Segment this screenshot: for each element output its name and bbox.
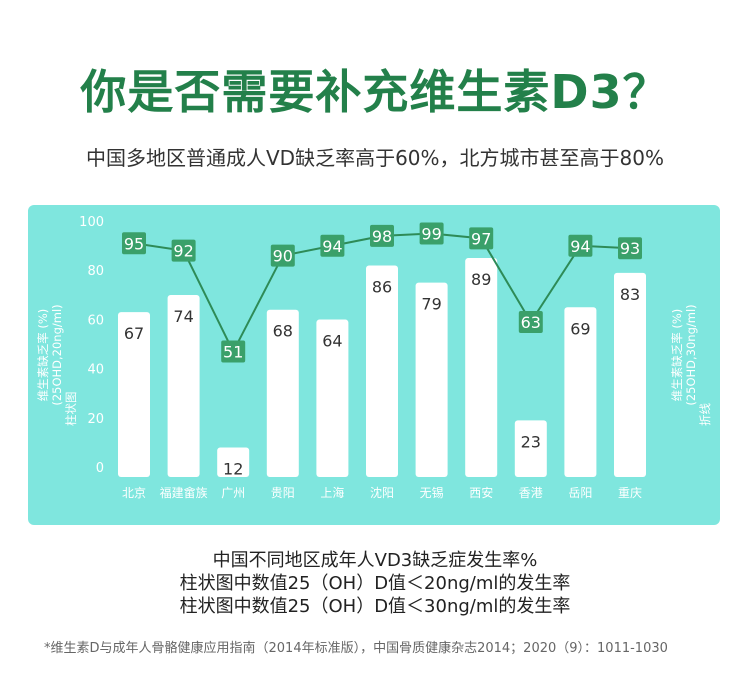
bar (415, 282, 448, 477)
left-axis-label-line-2: (25OHD,20ng/ml) (50, 304, 64, 405)
line-point-marker (270, 244, 295, 267)
bar-value-label: 69 (570, 319, 590, 338)
caption-line-1: 中国不同地区成年人VD3缺乏症发生率% (212, 550, 538, 571)
line-value-label: 97 (471, 229, 491, 248)
line-value-label: 63 (521, 313, 541, 332)
bar (167, 294, 200, 477)
x-category-label: 沈阳 (370, 485, 394, 500)
x-category-label: 香港 (519, 486, 543, 500)
line-point-marker (320, 234, 345, 257)
x-category-label: 福建畲族 (160, 485, 208, 500)
bar-value-label: 79 (421, 295, 441, 314)
caption-line-3: 柱状图中数值25（OH）D值＜30ng/ml的发生率 (179, 596, 571, 617)
bar (614, 272, 646, 477)
line-point-marker (469, 227, 494, 250)
line-point-marker (518, 311, 543, 334)
bar (266, 309, 299, 477)
x-category-label: 岳阳 (568, 486, 592, 500)
caption-line-2: 柱状图中数值25（OH）D值＜20ng/ml的发生率 (179, 573, 571, 594)
bar-value-label: 83 (620, 285, 640, 304)
line-value-label: 92 (173, 242, 193, 261)
x-category-label: 上海 (320, 485, 344, 500)
x-category-label: 重庆 (618, 486, 642, 500)
line-value-label: 94 (322, 237, 342, 256)
line-value-label: 93 (620, 239, 640, 258)
line-point-marker (171, 239, 196, 262)
y-tick-label: 100 (79, 215, 104, 230)
bar-value-label: 74 (173, 307, 193, 326)
y-tick-label: 80 (87, 264, 104, 279)
y-tick-label: 60 (87, 313, 104, 328)
y-tick-label: 40 (87, 363, 104, 378)
left-axis-label-line-3: 柱状图 (64, 392, 78, 427)
bar-value-label: 86 (372, 277, 392, 296)
line-point-marker (419, 222, 444, 245)
right-axis-label-line-3: 折线 (698, 403, 712, 426)
left-axis-label-line-1: 维生素缺乏率 (%) (36, 309, 50, 402)
bar (564, 307, 597, 477)
x-category-label: 西安 (469, 485, 493, 500)
bar-value-label: 64 (322, 332, 342, 351)
x-category-label: 广州 (221, 486, 245, 500)
line-value-label: 99 (421, 224, 441, 243)
line-value-label: 90 (273, 247, 293, 266)
right-axis-label-line-2: (25OHD,30ng/ml) (684, 304, 698, 405)
bar (118, 312, 150, 477)
bar (514, 420, 547, 477)
bar-value-label: 12 (223, 459, 243, 478)
footnote: *维生素D与成年人骨骼健康应用指南（2014年标准版），中国骨质健康杂志2014… (44, 641, 668, 656)
line-value-label: 51 (223, 343, 243, 362)
x-category-label: 无锡 (420, 485, 444, 500)
page-subtitle: 中国多地区普通成人VD缺乏率高于60%，北方城市甚至高于80% (86, 146, 664, 170)
line-point-marker (618, 237, 642, 260)
bar-value-label: 89 (471, 270, 491, 289)
bar (316, 319, 349, 477)
bar (465, 258, 498, 477)
line-value-label: 94 (570, 237, 590, 256)
line-point-marker (221, 340, 246, 363)
bar (217, 447, 250, 477)
x-category-label: 贵阳 (271, 486, 295, 500)
right-axis-label-line-1: 维生素缺乏率 (%) (670, 309, 684, 402)
y-tick-label: 0 (96, 461, 104, 476)
bar-value-label: 67 (124, 324, 144, 343)
line-value-label: 95 (124, 234, 144, 253)
page-title: 你是否需要补充维生素D3？ (80, 65, 670, 119)
line-point-marker (568, 234, 593, 257)
bar (366, 265, 398, 477)
bar-value-label: 23 (521, 432, 541, 451)
line-point-marker (122, 232, 146, 255)
bar-value-label: 68 (273, 322, 293, 341)
y-tick-label: 20 (87, 412, 104, 427)
line-value-label: 98 (372, 227, 392, 246)
line-point-marker (370, 224, 394, 247)
x-category-label: 北京 (122, 486, 146, 500)
